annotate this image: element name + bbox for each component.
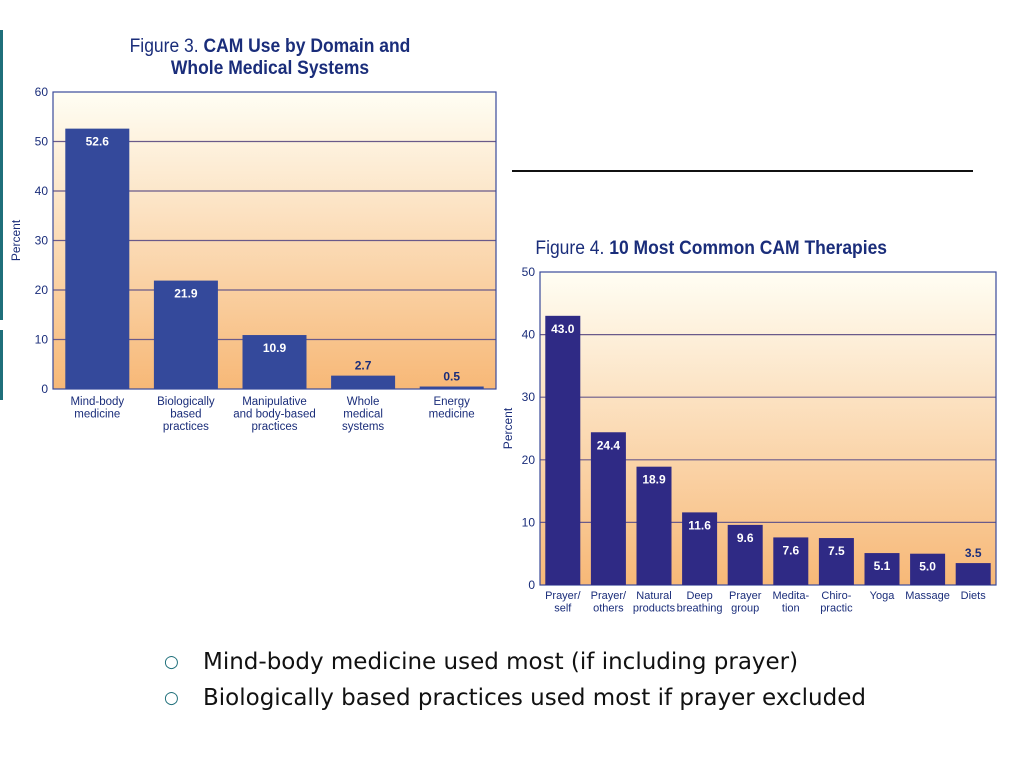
- bar: [545, 315, 581, 585]
- bar: [727, 524, 763, 585]
- bullet-item: ○ Biologically based practices used most…: [160, 684, 960, 713]
- bar-value-label: 52.6: [86, 135, 110, 149]
- bullet-marker: ○: [164, 688, 179, 708]
- figure4-title-prefix: Figure 4.: [535, 238, 605, 259]
- y-tick-label: 20: [35, 283, 49, 297]
- figure3-bar-chart: 0102030405060Percent52.6Mind-bodymedicin…: [9, 85, 497, 433]
- bar-value-label: 2.7: [355, 359, 372, 373]
- y-tick-label: 50: [35, 135, 49, 149]
- slide-divider-line: [512, 170, 973, 172]
- bar-value-label: 5.0: [919, 560, 936, 574]
- y-tick-label: 40: [522, 328, 536, 342]
- figure3-title: Figure 3. CAM Use by Domain and Whole Me…: [77, 36, 463, 80]
- bar: [331, 375, 396, 389]
- bar-value-label: 18.9: [642, 473, 666, 487]
- bar-value-label: 21.9: [174, 287, 198, 301]
- bar-value-label: 7.5: [828, 544, 845, 558]
- bar: [242, 335, 307, 389]
- x-category-label: and body-based: [233, 409, 315, 421]
- x-category-label: Whole: [347, 396, 380, 408]
- x-category-label: others: [593, 603, 624, 615]
- x-category-label: self: [554, 603, 572, 615]
- x-category-label: practices: [251, 421, 297, 433]
- bar-value-label: 9.6: [737, 531, 754, 545]
- figure3-title-prefix: Figure 3.: [129, 36, 199, 57]
- bar: [910, 553, 946, 585]
- bar: [773, 537, 809, 585]
- bar-value-label: 11.6: [688, 518, 711, 532]
- x-category-label: medical: [343, 409, 383, 421]
- figure3-title-line1: CAM Use by Domain and: [203, 36, 411, 57]
- bar: [818, 538, 854, 585]
- figure3-title-line2: Whole Medical Systems: [170, 58, 370, 79]
- x-category-label: practic: [820, 603, 853, 615]
- bullet-item: ○ Mind-body medicine used most (if inclu…: [160, 648, 960, 677]
- bullet-text: Biologically based practices used most i…: [203, 685, 866, 711]
- bullet-marker: ○: [164, 652, 179, 672]
- x-category-label: Mind-body: [70, 396, 124, 408]
- bullet-text: Mind-body medicine used most (if includi…: [203, 649, 799, 675]
- bar-value-label: 3.5: [965, 546, 982, 560]
- y-tick-label: 10: [35, 333, 49, 347]
- x-category-label: breathing: [677, 603, 723, 615]
- y-tick-label: 10: [522, 515, 536, 529]
- y-axis-label: Percent: [501, 407, 515, 449]
- x-category-label: group: [731, 603, 759, 615]
- x-category-label: Medita-: [772, 590, 809, 602]
- bar-value-label: 10.9: [263, 341, 287, 355]
- slide-accent-bar: [0, 30, 3, 320]
- bar: [864, 553, 900, 585]
- x-category-label: Manipulative: [242, 396, 307, 408]
- x-category-label: Natural: [636, 590, 671, 602]
- x-category-label: practices: [163, 421, 209, 433]
- figure4-title: Figure 4. 10 Most Common CAM Therapies: [535, 238, 1004, 260]
- x-category-label: Diets: [961, 590, 987, 602]
- x-category-label: systems: [342, 421, 384, 433]
- x-category-label: Deep: [686, 590, 712, 602]
- x-category-label: based: [170, 409, 201, 421]
- y-tick-label: 30: [35, 234, 49, 248]
- bar: [955, 563, 991, 585]
- bar: [65, 128, 130, 389]
- bar: [590, 432, 626, 585]
- x-category-label: Energy: [433, 396, 470, 408]
- figure4-title-line1: 10 Most Common CAM Therapies: [609, 238, 888, 259]
- x-category-label: Chiro-: [821, 590, 851, 602]
- x-category-label: Prayer: [729, 590, 762, 602]
- bar-value-label: 43.0: [551, 322, 575, 336]
- bullet-list: ○ Mind-body medicine used most (if inclu…: [160, 648, 960, 720]
- y-tick-label: 40: [35, 184, 49, 198]
- plot-frame: [539, 271, 997, 586]
- x-category-label: Yoga: [870, 590, 896, 602]
- bar: [153, 280, 218, 389]
- x-category-label: Biologically: [157, 396, 215, 408]
- bar: [682, 512, 718, 585]
- x-category-label: Prayer/: [545, 590, 581, 602]
- bar-value-label: 24.4: [597, 438, 621, 452]
- x-category-label: medicine: [74, 409, 120, 421]
- bar-value-label: 0.5: [443, 370, 460, 384]
- x-category-label: products: [633, 603, 676, 615]
- figure4-bar-chart: 0 10 20 30 40 50 Percent 43.0 Prayer/self 24.4 Pra…: [501, 265, 997, 615]
- x-category-label: Massage: [905, 590, 950, 602]
- x-category-label: tion: [782, 603, 800, 615]
- bar: [636, 466, 672, 585]
- y-tick-label: 60: [35, 85, 49, 99]
- y-tick-label: 50: [522, 265, 536, 279]
- y-tick-label: 0: [41, 382, 48, 396]
- y-tick-label: 20: [522, 453, 536, 467]
- bar: [419, 386, 484, 389]
- slide-accent-bar-lower: [0, 330, 3, 400]
- y-axis-label: Percent: [9, 219, 23, 261]
- bar-value-label: 5.1: [874, 559, 891, 573]
- y-tick-label: 0: [528, 578, 535, 592]
- y-tick-label: 30: [522, 390, 536, 404]
- x-category-label: Prayer/: [591, 590, 627, 602]
- bar-value-label: 7.6: [782, 543, 799, 557]
- x-category-label: medicine: [429, 409, 475, 421]
